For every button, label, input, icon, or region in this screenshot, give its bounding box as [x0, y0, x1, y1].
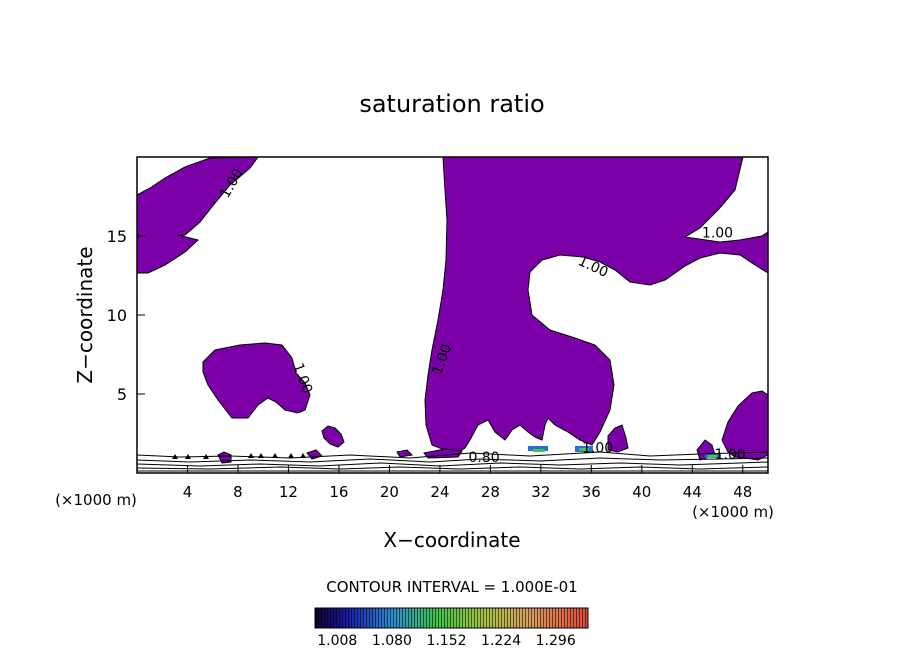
colorbar: 1.008 1.080 1.152 1.224 1.296 [314, 607, 589, 649]
chart-title: saturation ratio [359, 90, 544, 118]
x-unit-label-right: (×1000 m) [692, 503, 774, 521]
x-axis: 4 8 12 16 20 24 28 32 36 40 44 48 [183, 465, 752, 501]
x-tick-label: 40 [632, 483, 651, 501]
contour-labels: 1.001.001.001.001.001.00 1.000.80 [217, 166, 745, 466]
x-tick-label: 24 [430, 483, 449, 501]
region-right-tower [721, 390, 768, 461]
x-tick-label: 4 [183, 483, 193, 501]
region-bottom-patch-5 [607, 424, 629, 453]
y-tick-label: 10 [107, 306, 127, 325]
region-central-column [424, 157, 768, 453]
colorbar-tick-label: 1.224 [481, 633, 521, 649]
x-axis-label: X−coordinate [383, 528, 520, 552]
colorbar-tick-label: 1.152 [426, 633, 466, 649]
region-upper-left [137, 157, 259, 274]
region-mid-left-blob [202, 342, 311, 419]
colorbar-tick-label: 1.296 [536, 633, 576, 649]
x-tick-label: 36 [582, 483, 601, 501]
surface-markers [172, 453, 306, 459]
x-tick-label: 20 [380, 483, 399, 501]
x-tick-label: 16 [329, 483, 348, 501]
x-tick-label: 8 [233, 483, 243, 501]
contour-label: 0.80 [468, 450, 499, 466]
x-tick-label: 32 [531, 483, 550, 501]
y-axis-label: Z−coordinate [73, 246, 97, 383]
y-tick-label: 15 [107, 227, 127, 246]
contour-label: 1.00 [702, 226, 733, 242]
surface-color-patches [528, 446, 721, 458]
region-small-blob [321, 425, 345, 448]
supersaturated-regions [137, 157, 768, 464]
y-tick-label: 5 [117, 385, 127, 404]
x-unit-label-left: (×1000 m) [55, 491, 137, 509]
x-tick-label: 48 [733, 483, 752, 501]
colorbar-tick-labels: 1.008 1.080 1.152 1.224 1.296 [317, 633, 576, 649]
contour-label: 1.00 [715, 447, 746, 463]
contour-interval-note: CONTOUR INTERVAL = 1.000E-01 [326, 578, 577, 596]
x-tick-label: 12 [279, 483, 298, 501]
surface-contour-lines [137, 451, 768, 472]
x-tick-label: 44 [683, 483, 702, 501]
contour-label: 1.00 [582, 440, 613, 456]
region-bottom-patch-3 [396, 449, 414, 458]
x-tick-label: 28 [481, 483, 500, 501]
colorbar-tick-label: 1.080 [372, 633, 412, 649]
colorbar-tick-label: 1.008 [317, 633, 357, 649]
y-axis: 5 10 15 [107, 227, 145, 404]
